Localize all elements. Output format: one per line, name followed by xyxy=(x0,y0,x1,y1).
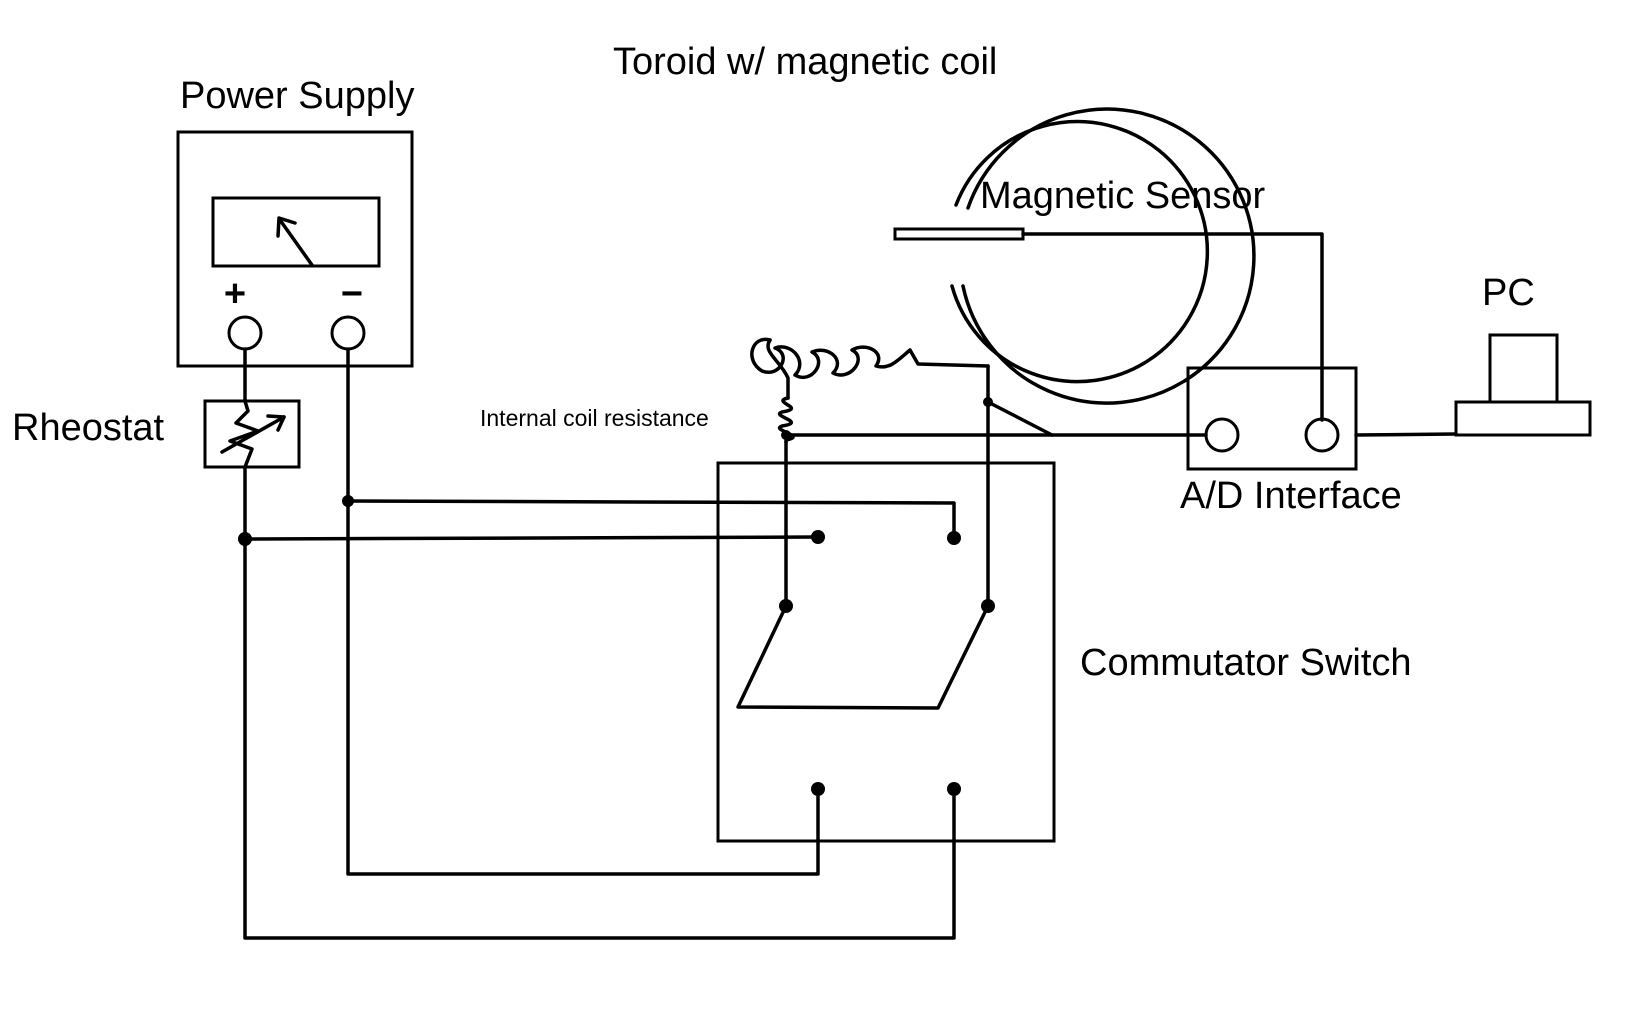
ad-input-wire-right xyxy=(986,400,1054,437)
ad-interface xyxy=(1186,366,1358,471)
commutator-switch-box xyxy=(716,461,1056,843)
power-supply-label: Power Supply xyxy=(180,75,414,117)
plus-terminal-label: + xyxy=(224,273,246,315)
ad-interface-label: A/D Interface xyxy=(1180,475,1402,517)
rheostat-to-switch-top-wire xyxy=(243,535,820,541)
toroid-outer-ring xyxy=(961,107,1256,405)
switch-blade xyxy=(736,604,990,710)
rheostat-label: Rheostat xyxy=(12,407,165,449)
junction-dot xyxy=(342,495,354,507)
rheostat-box xyxy=(203,399,301,469)
toroid xyxy=(750,107,1256,405)
pc-icon xyxy=(1454,333,1592,437)
sensor-wire xyxy=(1021,232,1324,422)
pc-monitor xyxy=(1488,333,1559,404)
magnetic-coil-windings-icon xyxy=(750,337,990,379)
meter-needle-icon xyxy=(276,216,314,267)
plus-terminal xyxy=(227,315,263,351)
rheostat-arrow-icon xyxy=(220,415,286,454)
pc-label: PC xyxy=(1482,272,1535,314)
commutator-switch-label: Commutator Switch xyxy=(1080,642,1412,684)
meter-window xyxy=(211,196,381,268)
ad-interface-box xyxy=(1186,366,1358,471)
junction-dot xyxy=(781,430,791,440)
rheostat xyxy=(203,399,301,469)
coil-lead-left xyxy=(766,338,790,400)
power-supply: + − xyxy=(176,130,414,368)
rheostat-output-wire xyxy=(243,465,956,940)
commutator-switch xyxy=(716,461,1056,843)
pc-base xyxy=(1454,400,1592,437)
junction-dot xyxy=(238,532,252,546)
power-supply-box xyxy=(176,130,414,368)
toroid-inner-ring xyxy=(950,119,1210,384)
magnetic-sensor-probe xyxy=(893,227,1025,241)
magnetic-sensor-label: Magnetic Sensor xyxy=(980,175,1265,217)
minus-to-switch-top-wire xyxy=(346,499,956,540)
ad-input-terminal-2 xyxy=(1304,417,1340,453)
toroid-label: Toroid w/ magnetic coil xyxy=(613,41,997,83)
minus-wire xyxy=(346,347,820,876)
minus-terminal xyxy=(330,315,366,351)
pc-cable xyxy=(1354,432,1458,437)
junction-dot xyxy=(983,397,993,407)
internal-coil-resistance-label: Internal coil resistance xyxy=(480,405,709,431)
minus-terminal-label: − xyxy=(341,273,363,315)
ad-input-terminal-1 xyxy=(1204,417,1240,453)
